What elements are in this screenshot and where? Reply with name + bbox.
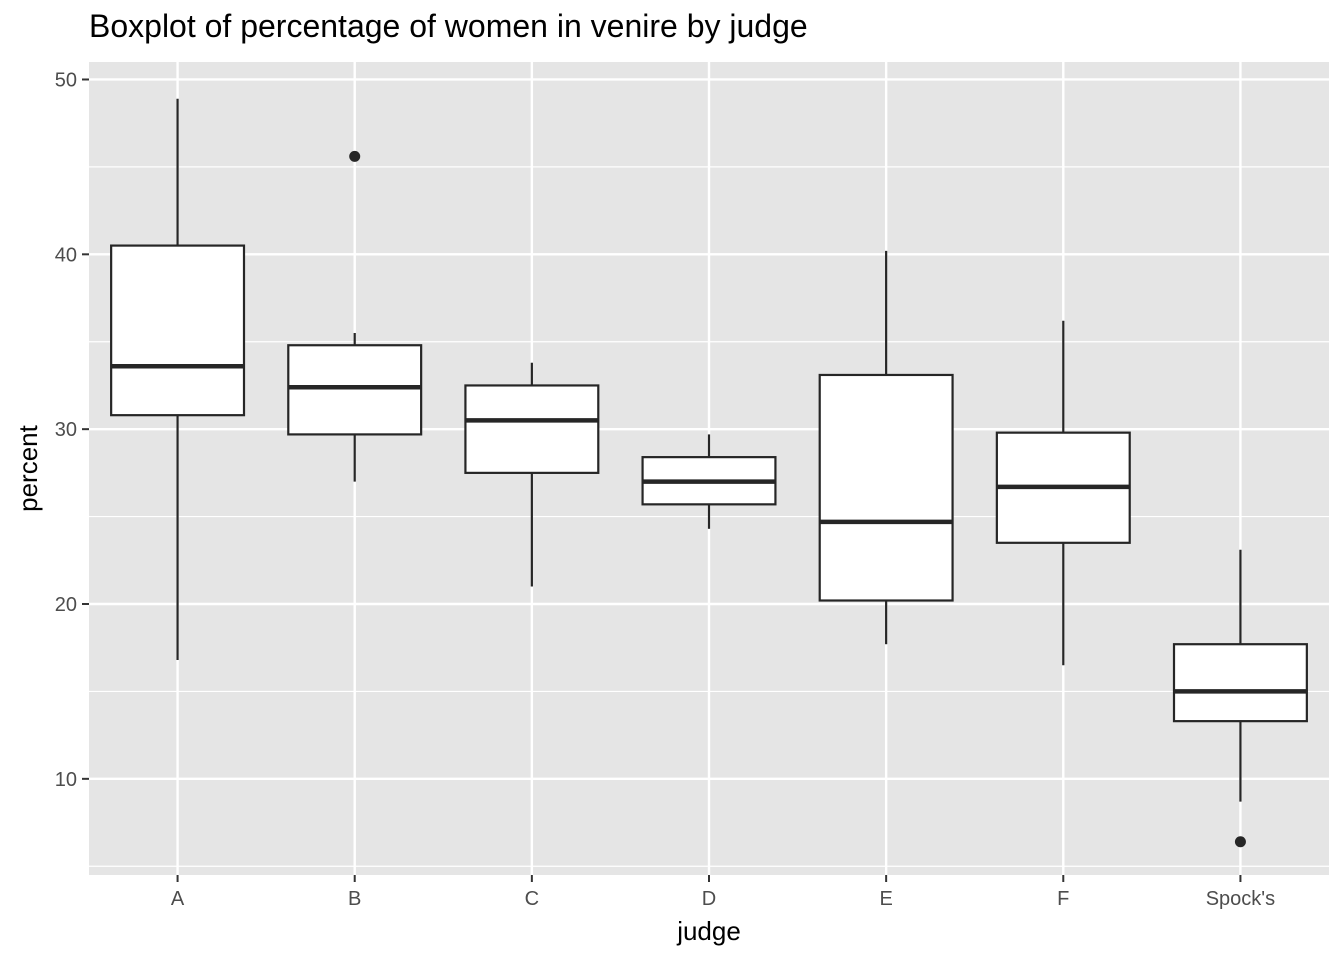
x-tick-label: Spock's (1206, 888, 1275, 910)
box-C (464, 362, 600, 587)
box-iqr (1172, 643, 1308, 723)
box-D (641, 434, 777, 529)
x-tick-label: E (879, 888, 892, 910)
box-iqr (464, 384, 600, 474)
outlier-point (349, 150, 361, 162)
box-E (818, 250, 954, 645)
x-tick-label: B (348, 888, 361, 910)
y-axis-title: percent (13, 424, 43, 511)
box-F (995, 320, 1131, 666)
y-tick-label: 30 (55, 419, 77, 441)
x-tick-label: F (1057, 888, 1069, 910)
box-iqr (818, 373, 954, 602)
x-axis: A B C D E F Spock's (171, 875, 1275, 910)
x-tick-label: A (171, 888, 185, 910)
x-tick-label: C (525, 888, 539, 910)
y-axis: 10 20 30 40 50 (55, 69, 89, 791)
y-tick-label: 20 (55, 594, 77, 616)
y-tick-label: 10 (55, 769, 77, 791)
box-B (287, 150, 423, 482)
outlier-point (1234, 836, 1246, 848)
x-axis-title: judge (676, 916, 741, 946)
x-tick-label: D (702, 888, 716, 910)
box-iqr (287, 344, 423, 436)
box-A (110, 98, 246, 660)
boxes (110, 98, 1308, 848)
chart-title: Boxplot of percentage of women in venire… (89, 8, 808, 44)
box-iqr (110, 244, 246, 417)
y-tick-label: 40 (55, 244, 77, 266)
box-Spock's (1172, 549, 1308, 848)
y-tick-label: 50 (55, 69, 77, 91)
